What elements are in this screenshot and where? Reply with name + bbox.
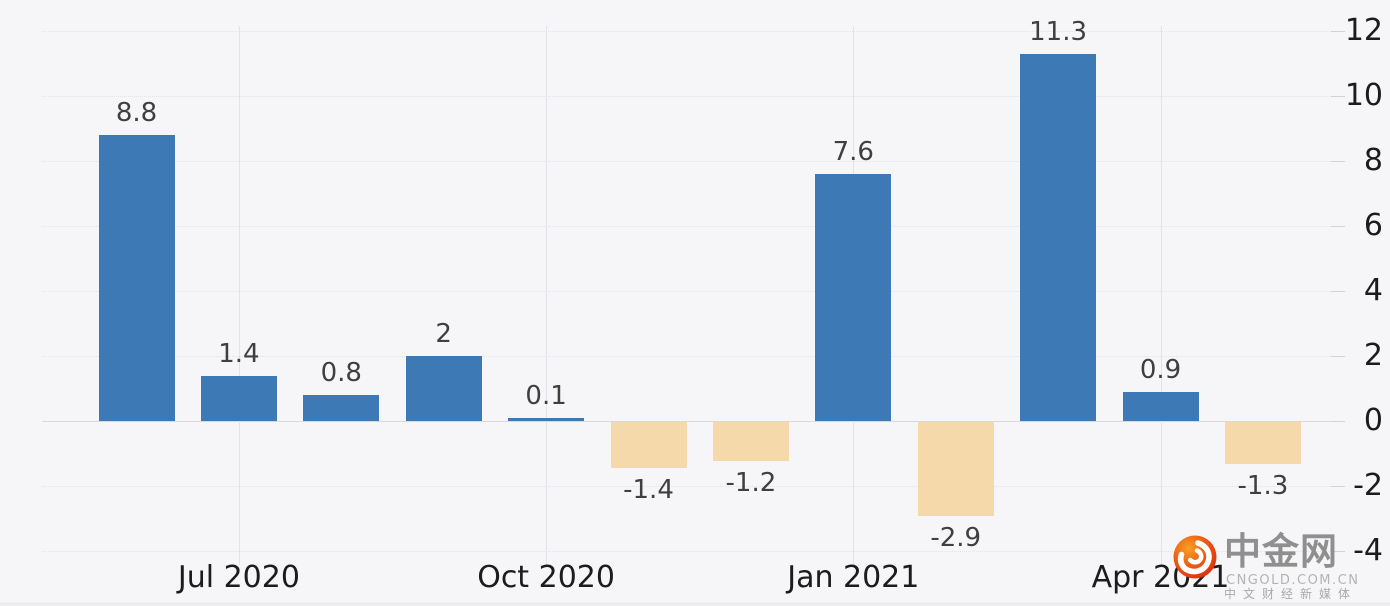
v-gridline: [546, 26, 548, 565]
bar[interactable]: [405, 356, 482, 421]
bar-value-label: -1.2: [725, 468, 777, 498]
bar[interactable]: [815, 174, 892, 421]
h-gridline: [42, 31, 1345, 32]
bar[interactable]: [917, 422, 994, 517]
y-axis-tick-label: 2: [1363, 338, 1383, 373]
y-tick-mark: [1331, 551, 1345, 552]
h-gridline: [42, 291, 1345, 292]
bar-value-label: 11.3: [1029, 16, 1088, 47]
bar[interactable]: [1020, 53, 1097, 421]
y-axis-tick-label: -2: [1353, 468, 1383, 503]
bar-value-label: 1.4: [218, 338, 260, 369]
y-tick-mark: [1331, 421, 1345, 422]
cngold-logo-icon: [1173, 535, 1217, 579]
h-gridline: [42, 356, 1345, 357]
bottom-edge-strip: [0, 602, 1390, 606]
cngold-watermark: 中金网 CNGOLD.COM.CN 中文财经新媒体: [1172, 530, 1382, 601]
h-gridline: [42, 421, 1345, 422]
y-tick-mark: [1331, 486, 1345, 487]
y-axis-tick-label: -4: [1353, 533, 1383, 568]
bar[interactable]: [610, 422, 687, 468]
bar-value-label: 8.8: [115, 98, 158, 128]
x-axis-tick-label: Oct 2020: [477, 560, 615, 595]
y-tick-mark: [1331, 161, 1345, 162]
bar-value-label: 0.9: [1139, 354, 1182, 385]
y-tick-mark: [1331, 226, 1345, 227]
bar-value-label: 7.6: [832, 137, 874, 167]
h-gridline: [42, 551, 1345, 552]
y-axis-tick-label: 4: [1363, 273, 1383, 308]
x-axis-tick-label: Jan 2021: [787, 560, 920, 595]
y-axis-tick-label: 6: [1363, 208, 1383, 243]
h-gridline: [42, 96, 1345, 97]
cngold-tagline-text: 中文财经新媒体: [1224, 587, 1358, 601]
v-gridline: [1160, 26, 1162, 565]
h-gridline: [42, 161, 1345, 162]
bar-value-label: 2: [435, 319, 452, 349]
bar[interactable]: [1122, 391, 1199, 421]
bar-value-label: -2.9: [930, 523, 982, 554]
y-tick-mark: [1331, 31, 1345, 32]
cngold-brand-text: 中金网: [1224, 530, 1338, 573]
bar-value-label: -1.4: [623, 474, 674, 505]
x-axis-tick-label: Jul 2020: [177, 560, 300, 595]
bar[interactable]: [1224, 422, 1301, 465]
bar[interactable]: [712, 422, 789, 461]
y-axis-tick-label: 10: [1344, 78, 1383, 113]
bar[interactable]: [508, 417, 585, 421]
h-gridline: [42, 486, 1345, 487]
bar[interactable]: [98, 135, 175, 421]
bar[interactable]: [200, 375, 277, 421]
bar[interactable]: [303, 395, 380, 421]
y-tick-mark: [1331, 291, 1345, 292]
h-gridline: [42, 226, 1345, 227]
y-tick-mark: [1331, 96, 1345, 97]
bar-value-label: 0.8: [320, 358, 362, 388]
y-axis-tick-label: 0: [1363, 403, 1383, 438]
y-axis-tick-label: 12: [1344, 13, 1383, 48]
bar-value-label: 0.1: [525, 380, 567, 411]
bar-value-label: -1.3: [1237, 471, 1289, 502]
cngold-site-text: CNGOLD.COM.CN: [1226, 573, 1360, 588]
y-axis-tick-label: 8: [1363, 143, 1383, 178]
v-gridline: [238, 26, 240, 565]
y-tick-mark: [1331, 356, 1345, 357]
